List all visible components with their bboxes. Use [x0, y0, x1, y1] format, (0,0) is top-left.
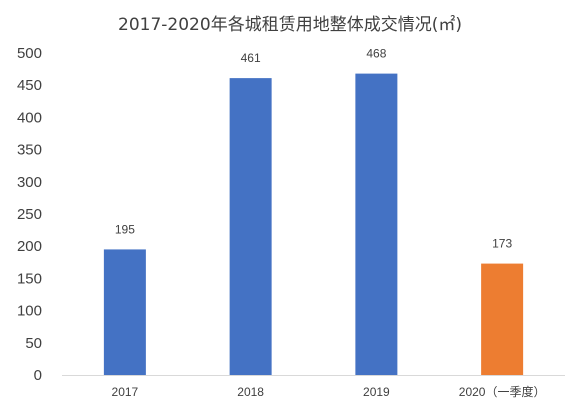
x-tick-label: 2017	[112, 385, 139, 399]
x-tick-label: 2018	[237, 385, 264, 399]
chart-title: 2017-2020年各城租赁用地整体成交情况(㎡)	[118, 15, 462, 35]
bar-1	[103, 249, 146, 375]
y-tick-label: 0	[34, 367, 42, 384]
y-tick-label: 350	[17, 142, 42, 159]
bar-2	[229, 78, 272, 375]
y-tick-label: 150	[17, 270, 42, 287]
y-tick-label: 100	[17, 303, 42, 320]
bars	[103, 73, 524, 375]
y-tick-label: 450	[17, 77, 42, 94]
x-tick-label: 2019	[363, 385, 390, 399]
x-axis: 2017 2018 2019 2020（一季度）	[112, 384, 546, 399]
y-tick-label: 300	[17, 174, 42, 191]
bar-3	[355, 73, 398, 375]
y-tick-label: 200	[17, 238, 42, 255]
bar-4	[481, 263, 524, 375]
data-labels: 195 461 468 173	[115, 47, 513, 251]
data-label-3: 468	[366, 47, 386, 61]
y-axis: 0 50 100 150 200 250 300 350 400 450 500	[17, 45, 42, 384]
data-label-1: 195	[115, 222, 135, 236]
y-tick-label: 250	[17, 206, 42, 223]
y-tick-label: 400	[17, 109, 42, 126]
data-label-2: 461	[241, 51, 261, 65]
x-tick-label: 2020（一季度）	[459, 384, 546, 399]
y-tick-label: 500	[17, 45, 42, 62]
data-label-4: 173	[492, 237, 512, 251]
y-tick-label: 50	[25, 335, 42, 352]
